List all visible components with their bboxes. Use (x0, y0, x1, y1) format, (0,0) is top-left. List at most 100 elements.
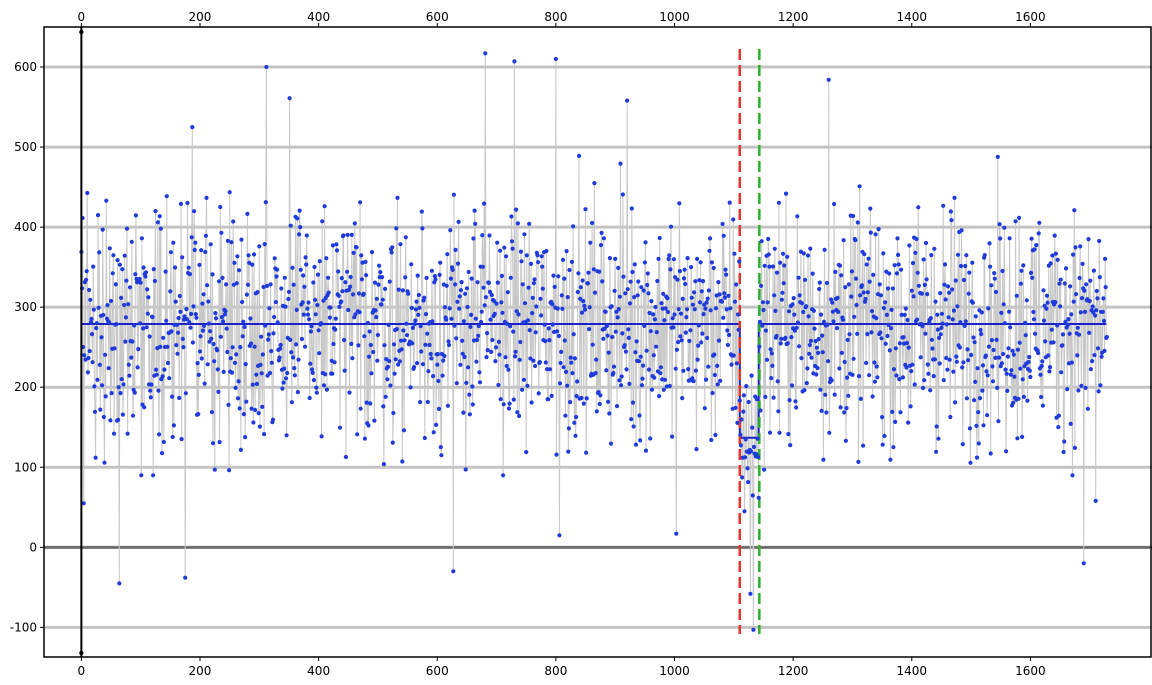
x-tick-label-top: 1400 (897, 10, 928, 24)
data-point (1103, 285, 1108, 290)
data-point (713, 306, 719, 311)
data-point (846, 282, 852, 287)
data-point (1098, 383, 1103, 388)
data-point (440, 373, 445, 378)
data-point (904, 365, 909, 370)
data-point (978, 327, 983, 333)
data-point (830, 300, 835, 305)
data-point (556, 333, 562, 339)
data-point (308, 329, 313, 334)
data-point (953, 278, 958, 283)
data-point (594, 409, 599, 414)
data-point (824, 410, 829, 415)
data-point (748, 449, 754, 454)
data-point (897, 377, 902, 382)
data-point (1070, 473, 1075, 478)
data-point (796, 275, 801, 280)
data-point (961, 277, 967, 283)
data-point (921, 257, 926, 262)
data-point (931, 374, 936, 379)
data-point (862, 252, 867, 257)
data-point (674, 347, 680, 352)
data-point (592, 290, 598, 295)
data-point (689, 265, 694, 270)
data-point (766, 236, 771, 242)
data-point (868, 206, 873, 211)
data-point (760, 300, 766, 305)
data-point (623, 291, 628, 296)
data-point (498, 397, 503, 402)
data-point (501, 473, 506, 478)
data-point (1005, 388, 1010, 393)
data-point (413, 318, 418, 323)
data-point (199, 356, 204, 361)
data-point (1071, 252, 1076, 257)
data-point (569, 360, 574, 365)
data-point (1007, 309, 1012, 314)
data-point (339, 299, 344, 304)
data-point (1004, 371, 1009, 376)
data-point (623, 349, 629, 354)
data-point (396, 362, 401, 367)
data-point (719, 299, 725, 304)
data-point (511, 397, 516, 402)
data-point (519, 259, 524, 264)
data-point (218, 334, 223, 339)
data-point (1075, 325, 1080, 330)
data-point (1053, 251, 1058, 256)
data-point (612, 288, 617, 293)
data-point (903, 306, 908, 311)
data-point (1065, 387, 1070, 392)
data-point (844, 406, 849, 411)
x-tick-label-top: 800 (544, 10, 567, 24)
data-point (636, 359, 642, 364)
data-point (139, 473, 144, 478)
y-tick-label: 300 (14, 300, 37, 314)
data-point (457, 294, 462, 299)
data-point (1057, 281, 1062, 286)
data-point (762, 467, 767, 472)
data-point (896, 252, 901, 257)
data-point (473, 316, 478, 321)
data-point (324, 256, 329, 261)
x-tick-label-bottom: 1000 (659, 664, 690, 678)
data-point (475, 280, 480, 285)
data-point (1014, 293, 1019, 298)
data-point (676, 307, 681, 312)
data-point (215, 348, 220, 353)
data-point (1040, 403, 1045, 408)
data-point (224, 326, 229, 331)
data-point (496, 382, 501, 388)
data-point (882, 433, 887, 439)
data-point (1004, 449, 1009, 454)
data-point (216, 389, 221, 394)
data-point (936, 436, 941, 441)
data-point (470, 402, 475, 407)
data-point (105, 303, 110, 308)
data-point (717, 292, 722, 297)
data-point (1009, 368, 1014, 373)
data-point (722, 295, 728, 300)
data-point (143, 270, 149, 275)
data-point (869, 309, 875, 314)
data-point (984, 369, 989, 374)
data-point (92, 384, 97, 389)
data-point (508, 275, 513, 280)
data-point (410, 325, 415, 330)
data-point (1017, 340, 1022, 345)
x-tick-label-top: 1200 (778, 10, 809, 24)
data-point (460, 351, 465, 356)
data-point (740, 475, 745, 480)
data-point (872, 379, 878, 384)
data-point (368, 342, 373, 348)
data-point (695, 256, 700, 261)
data-point (503, 355, 508, 360)
data-point (254, 372, 259, 377)
data-point (765, 300, 770, 305)
data-point (164, 318, 169, 323)
y-tick-label: 100 (14, 460, 37, 474)
data-point (450, 267, 455, 272)
data-point (604, 368, 609, 373)
data-point (90, 360, 95, 365)
data-point (713, 432, 718, 438)
